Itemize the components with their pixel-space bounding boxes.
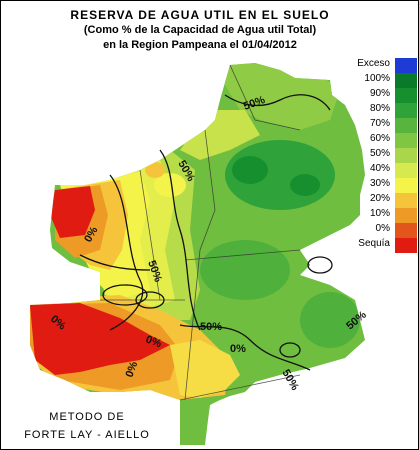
zone-90pct-east xyxy=(309,253,341,277)
legend-item: 60% xyxy=(362,133,418,148)
legend-swatch xyxy=(395,208,417,223)
method-line-2: FORTE LAY - AIELLO xyxy=(24,429,150,441)
legend-swatch xyxy=(395,163,417,178)
contour-label: 50% xyxy=(279,368,301,393)
legend-swatch xyxy=(395,223,417,238)
legend-item: 30% xyxy=(362,178,418,193)
contour-label: 0% xyxy=(230,343,246,355)
zone-20pct-north-patch xyxy=(145,162,165,178)
legend-swatch xyxy=(395,58,417,73)
legend-label: 80% xyxy=(369,103,390,114)
zone-30pct-north-patch xyxy=(154,173,186,197)
legend-swatch xyxy=(395,73,417,88)
legend-item: 90% xyxy=(362,88,418,103)
zone-30pct-south xyxy=(170,340,240,398)
legend-label: 40% xyxy=(369,163,390,174)
legend-label: 70% xyxy=(369,118,390,129)
legend-swatch xyxy=(395,148,417,163)
legend-swatch xyxy=(395,118,417,133)
title-line-2: (Como % de la Capacidad de Agua util Tot… xyxy=(83,24,317,36)
legend-label: 60% xyxy=(369,133,390,144)
legend-label: 30% xyxy=(369,178,390,189)
title-line-1: RESERVA DE AGUA UTIL EN EL SUELO xyxy=(70,8,330,22)
legend-item: 20% xyxy=(362,193,418,208)
legend-swatch xyxy=(395,103,417,118)
zone-sequia-southwest xyxy=(30,303,170,375)
legend-label: 10% xyxy=(369,208,390,219)
contour-label: 0% xyxy=(144,334,163,351)
legend-label: 90% xyxy=(369,88,390,99)
legend-item: 10% xyxy=(362,208,418,223)
contour-lines xyxy=(79,94,333,371)
zone-80pct-center xyxy=(200,240,290,300)
method-line-1: METODO DE xyxy=(49,411,125,423)
zone-sequia-northwest xyxy=(50,186,95,238)
legend-swatch xyxy=(395,238,417,253)
legend-label: 0% xyxy=(375,223,390,234)
zone-80pct-east xyxy=(300,292,360,348)
legend-swatch xyxy=(395,193,417,208)
contour-label: 50% xyxy=(200,321,222,333)
legend-item: 70% xyxy=(362,118,418,133)
legend-label: 100% xyxy=(364,73,390,84)
zone-100pct-core xyxy=(232,156,268,184)
province-borders xyxy=(100,64,301,401)
contour-label: 0% xyxy=(124,360,141,379)
legend-swatch xyxy=(395,88,417,103)
legend-item: 0% xyxy=(362,223,418,238)
legend-item: Sequía xyxy=(358,238,418,253)
legend-label: Sequía xyxy=(358,238,390,249)
method-caption: METODO DE FORTE LAY - AIELLO xyxy=(12,408,162,444)
zone-100pct-core-2 xyxy=(290,174,320,196)
legend-label: 50% xyxy=(369,148,390,159)
legend-item: 40% xyxy=(362,163,418,178)
map-title: RESERVA DE AGUA UTIL EN EL SUELO (Como %… xyxy=(20,8,380,53)
legend-label: 20% xyxy=(369,193,390,204)
title-line-3: en la Region Pampeana el 01/04/2012 xyxy=(103,39,297,51)
legend-label: Exceso xyxy=(357,58,390,69)
legend-item: 50% xyxy=(362,148,418,163)
legend-item: 80% xyxy=(362,103,418,118)
legend-swatch xyxy=(395,178,417,193)
legend-swatch xyxy=(395,133,417,148)
legend-item: 100% xyxy=(362,73,418,88)
legend-item: Exceso xyxy=(357,58,418,73)
